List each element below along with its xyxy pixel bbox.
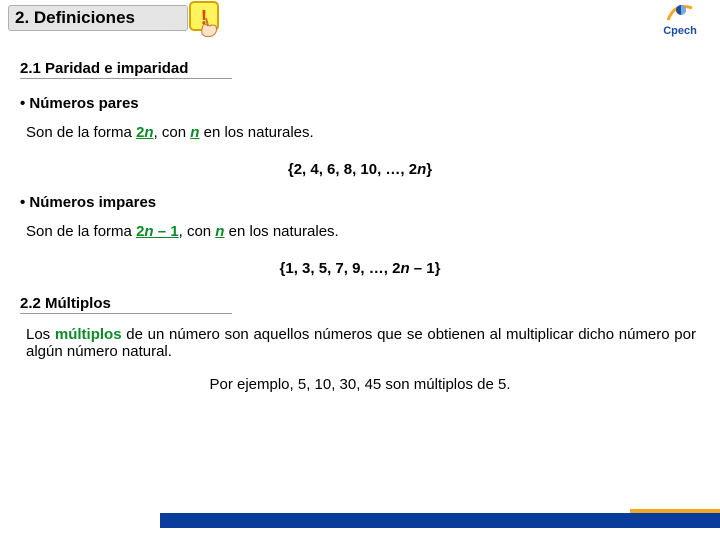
- multiplos-paragraph: Los múltiplos de un número son aquellos …: [26, 326, 696, 360]
- multiplos-keyword: múltiplos: [55, 326, 122, 343]
- impares-set-open: {1, 3, 5, 7, 9, …, 2: [280, 260, 401, 277]
- multiplos-para-post: de un número son aquellos números que se…: [26, 326, 696, 360]
- pares-text-prefix: Son de la forma: [26, 124, 136, 141]
- impares-title: Números impares: [20, 194, 700, 211]
- pares-title: Números pares: [20, 95, 700, 112]
- impares-set-close: – 1}: [410, 260, 441, 277]
- brand-logo: Cpech: [658, 2, 702, 37]
- pointer-hand-icon: !: [182, 0, 228, 40]
- section-title: 2. Definiciones: [15, 8, 135, 28]
- pares-text-mid: , con: [154, 124, 191, 141]
- pares-set-open: {2, 4, 6, 8, 10, …, 2: [288, 161, 417, 178]
- subsection-2-heading: 2.2 Múltiplos: [20, 295, 232, 314]
- pares-set-close: }: [426, 161, 432, 178]
- slide-content: 2.1 Paridad e imparidad Números pares So…: [0, 40, 720, 393]
- pares-definition: Son de la forma 2n, con n en los natural…: [26, 124, 700, 141]
- impares-set-var: n: [400, 260, 409, 277]
- impares-text-mid: , con: [179, 223, 216, 240]
- pares-text-suffix: en los naturales.: [199, 124, 313, 141]
- pares-formula: 2n: [136, 124, 154, 141]
- section-title-bar: 2. Definiciones: [8, 5, 188, 31]
- impares-text-suffix: en los naturales.: [224, 223, 338, 240]
- subsection-1-heading: 2.1 Paridad e imparidad: [20, 60, 232, 79]
- multiplos-example: Por ejemplo, 5, 10, 30, 45 son múltiplos…: [20, 376, 700, 393]
- logo-swoosh-icon: [665, 2, 695, 22]
- impares-text-prefix: Son de la forma: [26, 223, 136, 240]
- multiplos-para-pre: Los: [26, 326, 55, 343]
- pares-set-var: n: [417, 161, 426, 178]
- header: 2. Definiciones ! Cpech: [0, 0, 720, 40]
- pares-set: {2, 4, 6, 8, 10, …, 2n}: [20, 161, 700, 178]
- footer-bar: [160, 513, 720, 528]
- impares-formula: 2n – 1: [136, 223, 179, 240]
- impares-set: {1, 3, 5, 7, 9, …, 2n – 1}: [20, 260, 700, 277]
- impares-definition: Son de la forma 2n – 1, con n en los nat…: [26, 223, 700, 240]
- logo-text: Cpech: [658, 25, 702, 37]
